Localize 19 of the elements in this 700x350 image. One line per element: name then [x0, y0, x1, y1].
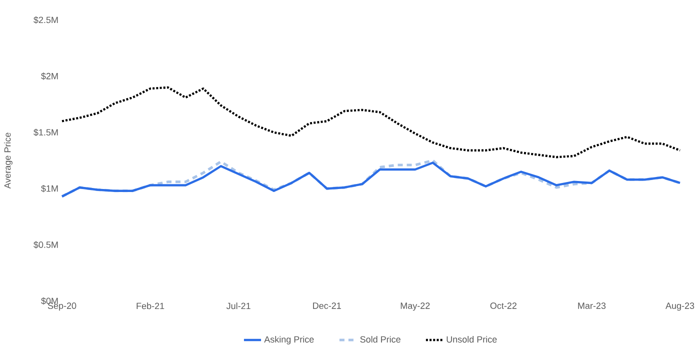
line-series	[60, 86, 682, 158]
y-axis-title: Average Price	[4, 132, 12, 189]
legend-label: Asking Price	[264, 336, 314, 344]
x-tick-label: Mar-23	[578, 302, 606, 309]
x-tick-label: Aug-23	[666, 302, 694, 311]
y-tick-label: $1.5M	[34, 128, 58, 136]
y-tick-label: $1M	[41, 184, 58, 192]
y-tick-label: $2M	[41, 72, 58, 80]
x-tick-label: Sep-20	[48, 302, 76, 311]
x-tick-label: Jul-21	[226, 302, 250, 310]
y-tick-label: $2.5M	[34, 16, 58, 24]
y-tick-label: $0.5M	[34, 241, 58, 248]
y-tick-label: $0M	[41, 297, 58, 305]
legend-label: Sold Price	[360, 336, 400, 343]
x-tick-label: Dec-21	[313, 302, 341, 309]
x-tick-label: May-22	[400, 302, 430, 311]
legend-label: Unsold Price	[446, 336, 497, 343]
x-tick-label: Feb-21	[136, 302, 164, 310]
x-tick-label: Oct-22	[490, 302, 516, 309]
